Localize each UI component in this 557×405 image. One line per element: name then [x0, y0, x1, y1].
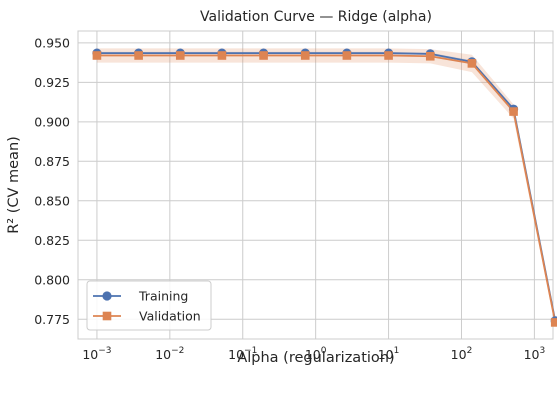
y-tick-labels: 0.775 0.800 0.825 0.850 0.875 0.900 0.925 0.950	[34, 35, 70, 326]
x-tick-label: 100	[305, 346, 327, 362]
series-markers	[92, 48, 557, 327]
point-validation	[217, 51, 227, 60]
y-tick-label: 0.950	[34, 35, 70, 50]
x-tick-label: 102	[451, 346, 473, 362]
chart-title: Validation Curve — Ridge (alpha)	[200, 9, 432, 25]
point-validation	[550, 318, 557, 327]
y-tick-label: 0.875	[34, 154, 70, 169]
point-validation	[425, 51, 435, 61]
legend-marker-validation	[102, 311, 112, 321]
y-axis-label: R² (CV mean)	[6, 136, 22, 234]
point-validation	[384, 51, 393, 60]
x-tick-label: 10−3	[82, 346, 111, 362]
y-tick-label: 0.825	[34, 233, 70, 248]
y-tick-label: 0.775	[34, 312, 70, 327]
x-axis-label: Alpha (regularization)	[237, 350, 394, 366]
legend-frame	[86, 280, 212, 331]
legend-marker-training	[102, 291, 112, 301]
point-validation	[300, 51, 310, 60]
point-validation	[342, 51, 352, 60]
series-lines	[96, 52, 557, 323]
point-validation	[467, 59, 477, 68]
point-validation	[175, 51, 185, 60]
line-validation	[96, 54, 557, 323]
y-tick-label: 0.800	[34, 272, 70, 287]
x-tick-label: 10−2	[155, 346, 184, 362]
line-training	[96, 52, 557, 322]
point-validation	[259, 51, 268, 60]
legend-label-training: Training	[138, 289, 188, 304]
y-tick-label: 0.925	[34, 75, 70, 90]
x-tick-label: 103	[524, 346, 546, 362]
y-tick-label: 0.900	[34, 114, 70, 129]
x-tick-label: 10−1	[228, 346, 257, 362]
point-validation	[92, 51, 102, 60]
point-validation	[134, 51, 143, 60]
legend-label-validation: Validation	[139, 309, 201, 324]
point-validation	[509, 107, 518, 116]
x-tick-labels: 10−3 10−2 10−1 100 101 102 103	[82, 346, 545, 362]
x-tick-label: 101	[378, 346, 400, 362]
y-tick-label: 0.850	[34, 193, 70, 208]
legend: Training Validation	[86, 280, 212, 331]
